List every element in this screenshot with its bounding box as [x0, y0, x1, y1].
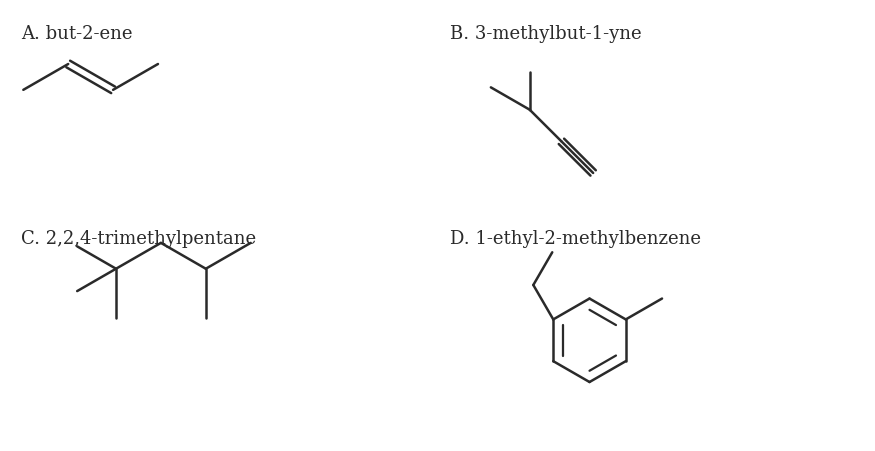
Text: A. but-2-ene: A. but-2-ene [21, 25, 133, 43]
Text: B. 3-methylbut-1-yne: B. 3-methylbut-1-yne [450, 25, 641, 43]
Text: D. 1-ethyl-2-methylbenzene: D. 1-ethyl-2-methylbenzene [450, 230, 701, 248]
Text: C. 2,2,4-trimethylpentane: C. 2,2,4-trimethylpentane [21, 230, 256, 248]
